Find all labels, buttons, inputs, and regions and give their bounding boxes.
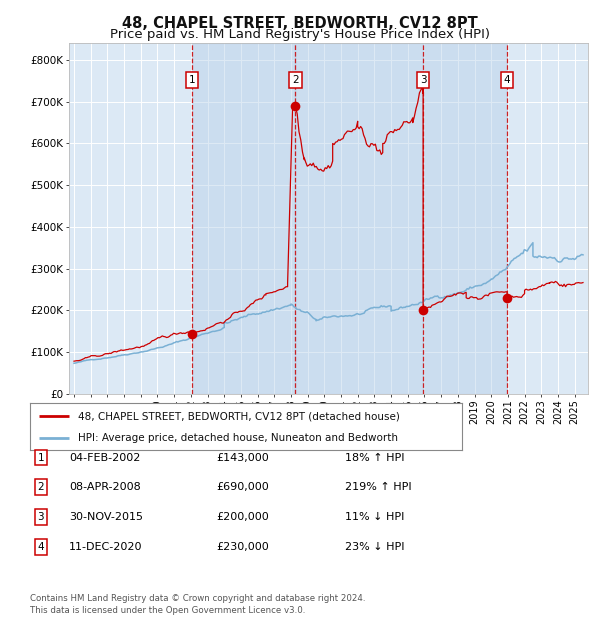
- Text: 11-DEC-2020: 11-DEC-2020: [69, 542, 143, 552]
- Text: 18% ↑ HPI: 18% ↑ HPI: [345, 453, 404, 463]
- Text: 48, CHAPEL STREET, BEDWORTH, CV12 8PT (detached house): 48, CHAPEL STREET, BEDWORTH, CV12 8PT (d…: [77, 411, 400, 421]
- Text: HPI: Average price, detached house, Nuneaton and Bedworth: HPI: Average price, detached house, Nune…: [77, 433, 398, 443]
- Text: £690,000: £690,000: [216, 482, 269, 492]
- Text: 08-APR-2008: 08-APR-2008: [69, 482, 141, 492]
- Text: 48, CHAPEL STREET, BEDWORTH, CV12 8PT: 48, CHAPEL STREET, BEDWORTH, CV12 8PT: [122, 16, 478, 30]
- Text: 219% ↑ HPI: 219% ↑ HPI: [345, 482, 412, 492]
- Text: £143,000: £143,000: [216, 453, 269, 463]
- Text: 1: 1: [189, 75, 196, 85]
- Text: 30-NOV-2015: 30-NOV-2015: [69, 512, 143, 522]
- Text: 4: 4: [504, 75, 511, 85]
- Bar: [192, 43, 295, 394]
- Text: 3: 3: [420, 75, 427, 85]
- Text: 04-FEB-2002: 04-FEB-2002: [69, 453, 140, 463]
- Text: 2: 2: [37, 482, 44, 492]
- Bar: [295, 43, 423, 394]
- Text: 1: 1: [37, 453, 44, 463]
- Text: 4: 4: [37, 542, 44, 552]
- Text: 2: 2: [292, 75, 299, 85]
- Text: £230,000: £230,000: [216, 542, 269, 552]
- Text: Price paid vs. HM Land Registry's House Price Index (HPI): Price paid vs. HM Land Registry's House …: [110, 28, 490, 41]
- Text: £200,000: £200,000: [216, 512, 269, 522]
- Text: 3: 3: [37, 512, 44, 522]
- Text: Contains HM Land Registry data © Crown copyright and database right 2024.
This d: Contains HM Land Registry data © Crown c…: [30, 594, 365, 615]
- Text: 23% ↓ HPI: 23% ↓ HPI: [345, 542, 404, 552]
- Bar: [423, 43, 507, 394]
- Text: 11% ↓ HPI: 11% ↓ HPI: [345, 512, 404, 522]
